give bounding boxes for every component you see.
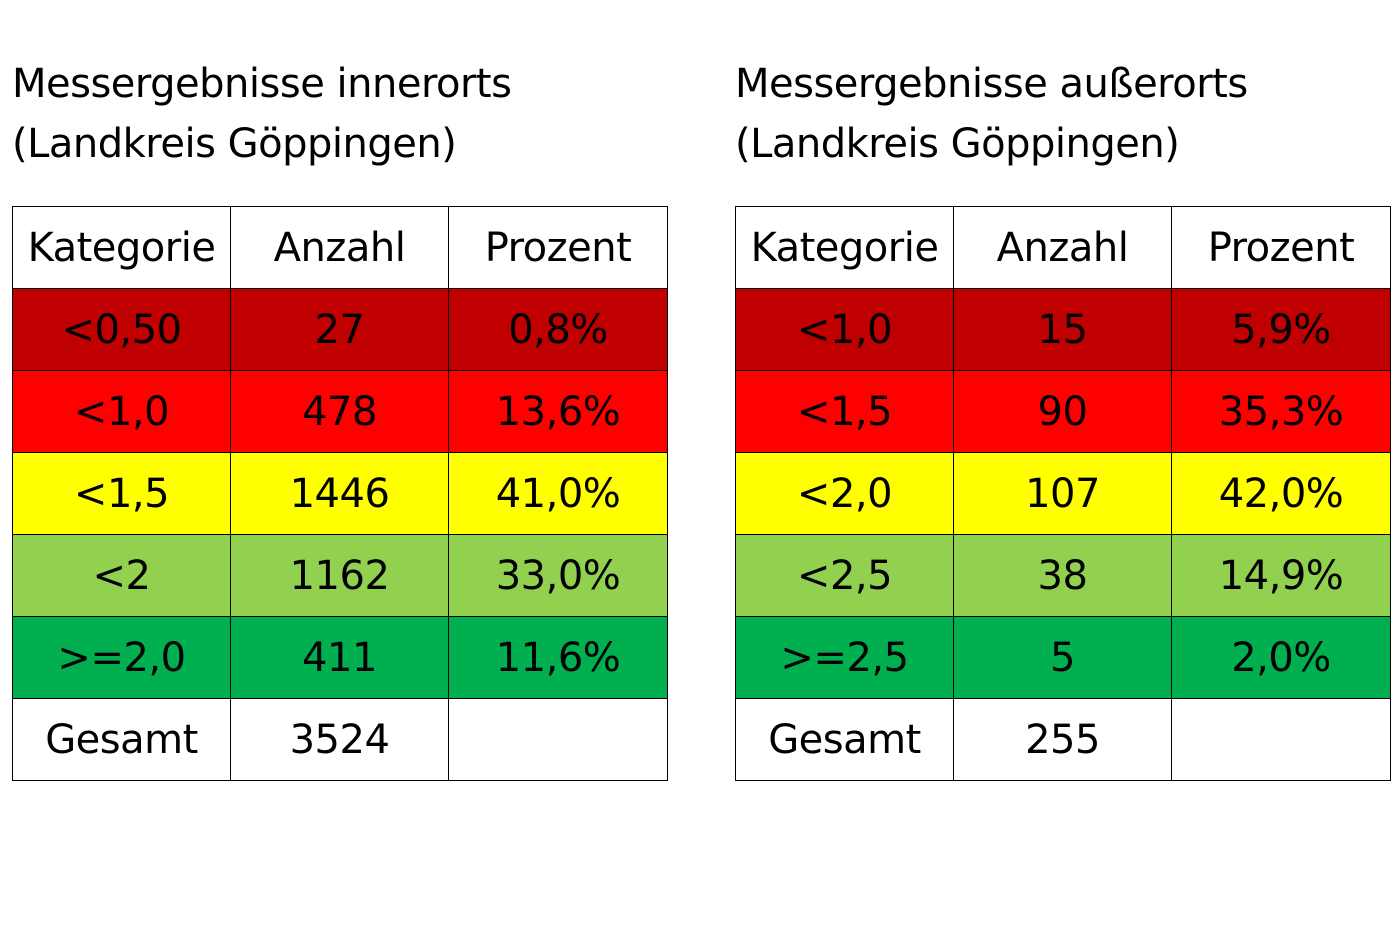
column-header-prozent: Prozent	[448, 206, 668, 289]
column-header-prozent: Prozent	[1171, 206, 1391, 289]
cell-anzahl: 38	[953, 534, 1172, 617]
cell-anzahl: 411	[230, 616, 449, 699]
cell-kategorie: <2,0	[735, 452, 954, 535]
cell-kategorie: <1,0	[12, 370, 231, 453]
cell-prozent: 11,6%	[448, 616, 668, 699]
column-header-anzahl: Anzahl	[953, 206, 1172, 289]
table-row: <1,0 478 13,6%	[12, 370, 668, 453]
cell-anzahl: 1162	[230, 534, 449, 617]
table-row: <1,5 1446 41,0%	[12, 452, 668, 535]
cell-anzahl: 1446	[230, 452, 449, 535]
cell-anzahl: 478	[230, 370, 449, 453]
cell-kategorie: >=2,5	[735, 616, 954, 699]
table-row: <2,0 107 42,0%	[735, 452, 1391, 535]
table-row: <1,5 90 35,3%	[735, 370, 1391, 453]
column-header-anzahl: Anzahl	[230, 206, 449, 289]
cell-kategorie: <1,5	[12, 452, 231, 535]
cell-prozent: 13,6%	[448, 370, 668, 453]
cell-prozent: 14,9%	[1171, 534, 1391, 617]
cell-anzahl: 107	[953, 452, 1172, 535]
total-row: Gesamt 3524	[12, 698, 668, 781]
table-row: >=2,5 5 2,0%	[735, 616, 1391, 699]
cell-kategorie: <0,50	[12, 288, 231, 371]
total-anzahl: 3524	[230, 698, 449, 781]
table-row: <2,5 38 14,9%	[735, 534, 1391, 617]
table-title: Messergebnisse außerorts (Landkreis Göpp…	[735, 54, 1248, 174]
cell-prozent: 35,3%	[1171, 370, 1391, 453]
cell-anzahl: 90	[953, 370, 1172, 453]
cell-kategorie: <2	[12, 534, 231, 617]
table-title-line-1: Messergebnisse innerorts	[12, 61, 512, 107]
total-prozent	[448, 698, 668, 781]
total-row: Gesamt 255	[735, 698, 1391, 781]
cell-prozent: 42,0%	[1171, 452, 1391, 535]
cell-kategorie: <2,5	[735, 534, 954, 617]
table-title: Messergebnisse innerorts (Landkreis Göpp…	[12, 54, 512, 174]
total-label: Gesamt	[12, 698, 231, 781]
cell-prozent: 41,0%	[448, 452, 668, 535]
table-row: <0,50 27 0,8%	[12, 288, 668, 371]
column-header-kategorie: Kategorie	[12, 206, 231, 289]
total-label: Gesamt	[735, 698, 954, 781]
results-table-innerorts: Kategorie Anzahl Prozent <0,50 27 0,8% <…	[12, 206, 668, 781]
cell-prozent: 2,0%	[1171, 616, 1391, 699]
total-prozent	[1171, 698, 1391, 781]
table-row: >=2,0 411 11,6%	[12, 616, 668, 699]
total-anzahl: 255	[953, 698, 1172, 781]
header-row: Kategorie Anzahl Prozent	[12, 206, 668, 289]
cell-kategorie: <1,5	[735, 370, 954, 453]
cell-kategorie: >=2,0	[12, 616, 231, 699]
table-row: <2 1162 33,0%	[12, 534, 668, 617]
cell-prozent: 5,9%	[1171, 288, 1391, 371]
cell-anzahl: 5	[953, 616, 1172, 699]
cell-anzahl: 15	[953, 288, 1172, 371]
cell-kategorie: <1,0	[735, 288, 954, 371]
column-header-kategorie: Kategorie	[735, 206, 954, 289]
cell-prozent: 33,0%	[448, 534, 668, 617]
header-row: Kategorie Anzahl Prozent	[735, 206, 1391, 289]
table-title-line-2: (Landkreis Göppingen)	[12, 121, 457, 167]
table-title-line-2: (Landkreis Göppingen)	[735, 121, 1180, 167]
table-title-line-1: Messergebnisse außerorts	[735, 61, 1248, 107]
table-row: <1,0 15 5,9%	[735, 288, 1391, 371]
results-table-ausserorts: Kategorie Anzahl Prozent <1,0 15 5,9% <1…	[735, 206, 1391, 781]
cell-anzahl: 27	[230, 288, 449, 371]
cell-prozent: 0,8%	[448, 288, 668, 371]
